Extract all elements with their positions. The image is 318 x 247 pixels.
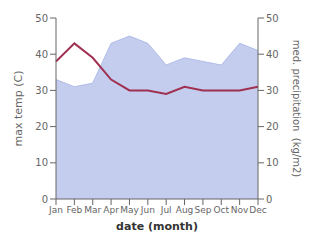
svg-text:40: 40 — [35, 49, 48, 60]
svg-text:20: 20 — [35, 121, 48, 132]
svg-text:med. precipitation (kg/m2): med. precipitation (kg/m2) — [291, 40, 302, 177]
svg-text:40: 40 — [266, 49, 279, 60]
svg-text:Nov: Nov — [231, 205, 249, 215]
svg-text:date (month): date (month) — [116, 220, 198, 233]
svg-text:0: 0 — [42, 194, 48, 205]
svg-text:Dec: Dec — [249, 205, 266, 215]
svg-text:30: 30 — [266, 85, 279, 96]
svg-text:May: May — [120, 205, 139, 215]
svg-text:50: 50 — [35, 13, 48, 24]
svg-text:30: 30 — [35, 85, 48, 96]
svg-text:20: 20 — [266, 121, 279, 132]
svg-text:Oct: Oct — [213, 205, 229, 215]
svg-text:Aug: Aug — [176, 205, 194, 215]
svg-text:Jul: Jul — [160, 205, 172, 215]
svg-text:Mar: Mar — [84, 205, 101, 215]
svg-text:Sep: Sep — [194, 205, 211, 215]
svg-text:10: 10 — [35, 157, 48, 168]
svg-text:0: 0 — [266, 194, 272, 205]
svg-text:Jan: Jan — [48, 205, 63, 215]
svg-text:Jun: Jun — [140, 205, 155, 215]
svg-text:50: 50 — [266, 13, 279, 24]
svg-text:Feb: Feb — [66, 205, 82, 215]
svg-text:Apr: Apr — [103, 205, 119, 215]
svg-text:10: 10 — [266, 157, 279, 168]
svg-text:max temp (C): max temp (C) — [12, 70, 25, 146]
